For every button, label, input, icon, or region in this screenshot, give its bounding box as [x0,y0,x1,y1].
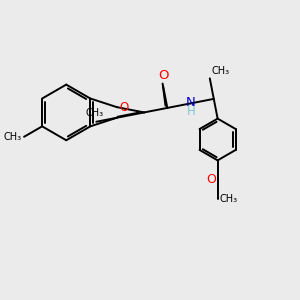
Text: CH₃: CH₃ [219,194,237,204]
Text: CH₃: CH₃ [3,132,21,142]
Text: CH₃: CH₃ [211,66,229,76]
Text: O: O [119,100,128,114]
Text: O: O [206,173,216,186]
Text: O: O [158,69,168,82]
Text: H: H [187,105,196,118]
Text: N: N [186,95,196,109]
Text: CH₃: CH₃ [86,108,104,118]
